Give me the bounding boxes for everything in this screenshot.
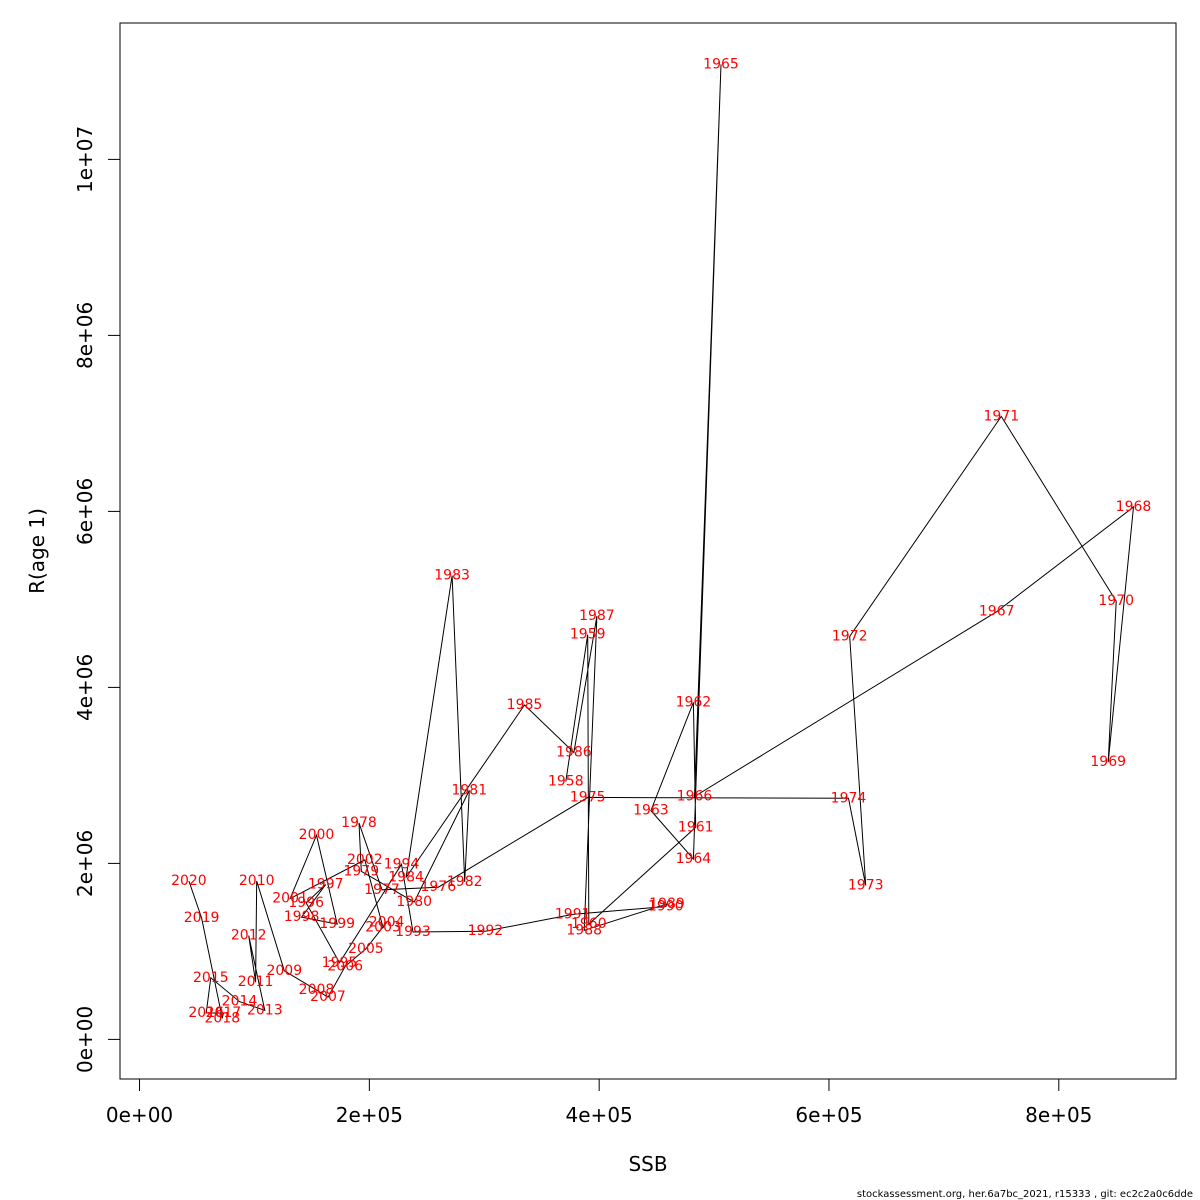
- point-label-1963: 1963: [633, 803, 669, 819]
- point-label-1993: 1993: [395, 924, 431, 940]
- point-label-2002: 2002: [347, 852, 383, 868]
- point-label-2008: 2008: [299, 982, 335, 998]
- point-label-1995: 1995: [322, 955, 358, 971]
- point-label-2018: 2018: [204, 1010, 240, 1026]
- point-label-1969: 1969: [1090, 754, 1126, 770]
- point-label-2004: 2004: [369, 914, 405, 930]
- footer-credit: stockassessment.org, her.6a7bc_2021, r15…: [857, 1189, 1193, 1200]
- point-label-1977: 1977: [364, 882, 400, 898]
- point-label-1990: 1990: [648, 899, 684, 915]
- point-label-1979: 1979: [343, 863, 379, 879]
- x-tick-label: 2e+05: [336, 1103, 403, 1127]
- point-label-2019: 2019: [184, 910, 220, 926]
- point-label-1981: 1981: [451, 782, 487, 798]
- point-label-1965: 1965: [703, 56, 739, 72]
- point-label-1985: 1985: [507, 697, 543, 713]
- y-tick-label: 0e+00: [73, 1006, 97, 1073]
- point-label-2005: 2005: [348, 941, 384, 957]
- point-label-1968: 1968: [1116, 499, 1152, 515]
- point-label-2003: 2003: [365, 920, 401, 936]
- y-tick-label: 6e+06: [73, 478, 97, 545]
- point-label-2017: 2017: [206, 1005, 242, 1021]
- x-tick-label: 4e+05: [566, 1103, 633, 1127]
- point-label-1975: 1975: [570, 789, 606, 805]
- point-label-1984: 1984: [388, 870, 424, 886]
- point-label-1976: 1976: [420, 879, 456, 895]
- point-label-2001: 2001: [272, 891, 308, 907]
- point-label-1998: 1998: [284, 909, 320, 925]
- point-label-2006: 2006: [327, 958, 363, 974]
- point-label-1999: 1999: [319, 916, 355, 932]
- point-label-2010: 2010: [239, 873, 275, 889]
- point-label-1980: 1980: [396, 894, 432, 910]
- series-line: [188, 64, 1135, 1019]
- point-label-1978: 1978: [341, 815, 377, 831]
- point-label-2016: 2016: [188, 1005, 224, 1021]
- point-label-1992: 1992: [468, 923, 504, 939]
- point-label-2011: 2011: [238, 974, 274, 990]
- point-label-2012: 2012: [231, 928, 267, 944]
- point-label-1986: 1986: [556, 745, 592, 761]
- point-label-1988: 1988: [566, 922, 602, 938]
- point-label-1958: 1958: [548, 774, 584, 790]
- point-label-1983: 1983: [434, 568, 470, 584]
- point-label-1997: 1997: [308, 877, 344, 893]
- point-label-1991: 1991: [555, 906, 591, 922]
- point-label-1974: 1974: [831, 790, 867, 806]
- point-label-1971: 1971: [983, 408, 1019, 424]
- point-label-1967: 1967: [979, 604, 1015, 620]
- point-label-1961: 1961: [678, 819, 714, 835]
- x-axis-title: SSB: [628, 1152, 667, 1176]
- point-label-2015: 2015: [193, 970, 229, 986]
- point-label-1982: 1982: [447, 874, 483, 890]
- series-line-group: [188, 64, 1135, 1019]
- point-label-1959: 1959: [570, 627, 606, 643]
- point-label-group: 1958 1959 1960 1961 1962 1963 1964 1965 1966 1967…: [171, 56, 1151, 1026]
- point-label-1987: 1987: [579, 608, 615, 624]
- point-label-1962: 1962: [676, 694, 712, 710]
- y-tick-label: 8e+06: [73, 302, 97, 369]
- point-label-2007: 2007: [310, 989, 346, 1005]
- x-tick-label: 8e+05: [1025, 1103, 1092, 1127]
- y-axis: 0e+00 2e+06 4e+06 6e+06 8e+06 1e+07: [73, 126, 121, 1073]
- x-tick-label: 6e+05: [795, 1103, 862, 1127]
- point-label-2020: 2020: [171, 873, 207, 889]
- point-label-1960: 1960: [571, 916, 607, 932]
- point-label-1964: 1964: [676, 851, 712, 867]
- point-label-1994: 1994: [384, 856, 420, 872]
- y-tick-label: 2e+06: [73, 830, 97, 897]
- y-axis-title: R(age 1): [25, 508, 49, 594]
- y-tick-label: 4e+06: [73, 654, 97, 721]
- point-label-1973: 1973: [848, 877, 884, 893]
- x-tick-label: 0e+00: [106, 1103, 173, 1127]
- point-label-1996: 1996: [288, 895, 324, 911]
- point-label-2009: 2009: [266, 963, 302, 979]
- point-label-1972: 1972: [832, 628, 868, 644]
- point-label-1989: 1989: [649, 896, 685, 912]
- point-label-1966: 1966: [677, 789, 713, 805]
- point-label-1970: 1970: [1098, 593, 1134, 609]
- y-tick-label: 1e+07: [73, 126, 97, 193]
- point-label-2013: 2013: [247, 1002, 283, 1018]
- point-label-2014: 2014: [222, 994, 258, 1010]
- point-label-2000: 2000: [299, 827, 335, 843]
- x-axis: 0e+00 2e+05 4e+05 6e+05 8e+05: [106, 1078, 1092, 1127]
